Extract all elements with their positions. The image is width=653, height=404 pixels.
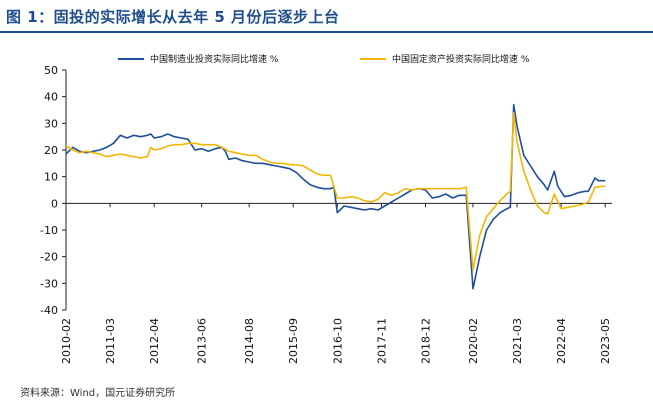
y-tick-label: -10: [40, 224, 58, 237]
x-tick-label: 2017-11: [375, 318, 388, 364]
y-tick-label: 0: [51, 197, 58, 210]
y-tick-label: -30: [40, 277, 58, 290]
x-tick-label: 2023-05: [599, 318, 612, 364]
x-tick-label: 2016-10: [331, 318, 344, 364]
legend: 中国制造业投资实际同比增速 % 中国固定资产投资实际同比增速 %: [118, 53, 530, 65]
y-tick-label: 20: [44, 144, 58, 157]
legend-label: 中国固定资产投资实际同比增速 %: [392, 53, 530, 65]
x-tick-label: 2015-09: [287, 318, 300, 364]
chart-title: 图 1：固投的实际增长从去年 5 月份后逐步上台: [6, 8, 340, 26]
y-tick-label: -20: [40, 251, 58, 264]
y-tick-label: 10: [44, 171, 58, 184]
x-tick-label: 2013-06: [196, 318, 209, 364]
series-line-fixed-asset: [65, 111, 606, 271]
x-tick-label: 2010-02: [60, 318, 73, 364]
x-tick-label: 2022-04: [555, 318, 568, 364]
x-tick-label: 2014-08: [243, 318, 256, 364]
series-line-manufacturing: [65, 103, 606, 290]
x-tick-label: 2018-12: [419, 318, 432, 364]
x-tick-label: 2021-03: [511, 318, 524, 364]
x-tick-label: 2020-02: [467, 318, 480, 364]
y-tick-label: -40: [40, 304, 58, 317]
source-note: 资料来源：Wind，国元证券研究所: [20, 388, 176, 399]
y-tick-label: 50: [44, 64, 58, 77]
y-axis: -40 -30 -20 -10 0 10 20 30 40 50: [40, 64, 67, 317]
series-layer: [65, 103, 606, 290]
legend-label: 中国制造业投资实际同比增速 %: [150, 53, 279, 65]
x-axis: 2010-02 2011-03 2012-04 2013-06 2014-08 2015-…: [60, 202, 612, 364]
y-tick-label: 40: [44, 91, 58, 104]
x-tick-label: 2012-04: [148, 318, 161, 364]
x-tick-label: 2011-03: [104, 318, 117, 364]
title-underline: [0, 31, 653, 33]
y-tick-label: 30: [44, 117, 58, 130]
